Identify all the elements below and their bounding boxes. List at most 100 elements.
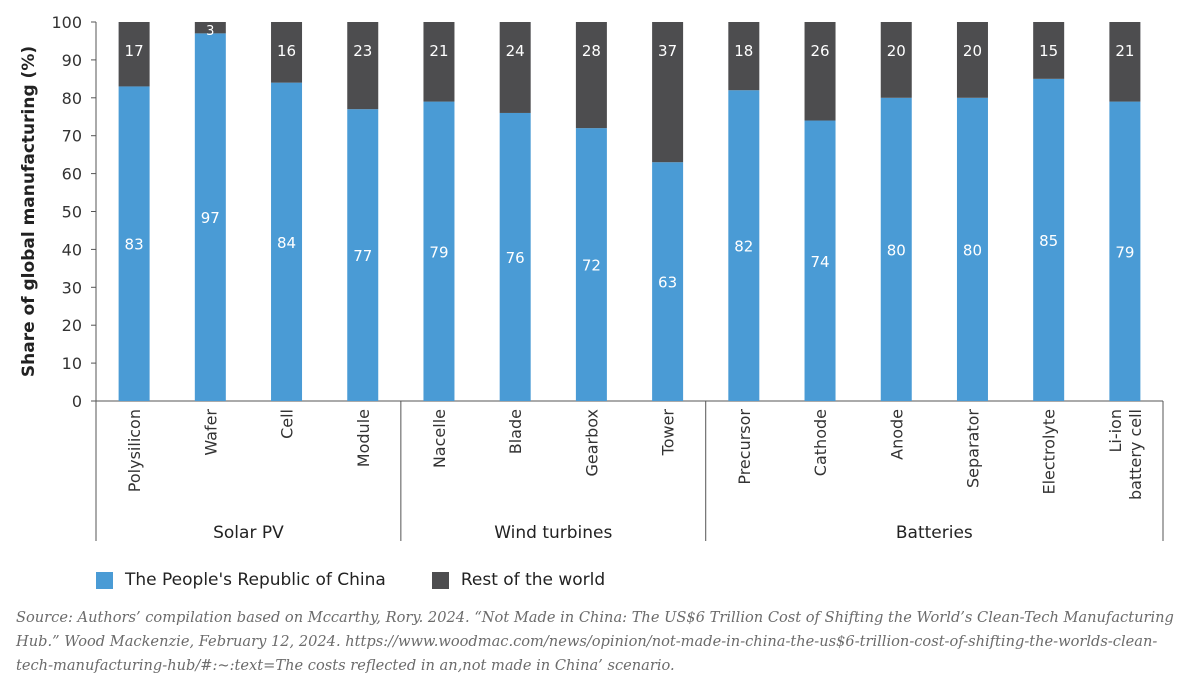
data-label-rest-11: 20 [963, 42, 982, 60]
data-label-china-11: 80 [963, 241, 982, 259]
y-tick-label: 10 [62, 354, 82, 373]
category-label-10: Anode [887, 409, 906, 460]
bar-rest-13 [1109, 22, 1141, 102]
bar-china-9 [804, 120, 836, 401]
category-label-4: Nacelle [430, 409, 449, 468]
legend-label-china: The People's Republic of China [125, 570, 386, 590]
data-label-rest-8: 18 [734, 42, 753, 60]
bar-china-4 [423, 101, 455, 401]
category-label-11: Separator [963, 409, 982, 488]
category-label-line: Wafer [201, 409, 220, 456]
y-tick-label: 30 [62, 278, 82, 297]
bar-china-13 [1109, 101, 1141, 401]
bar-rest-11 [956, 22, 988, 98]
bar-china-11 [956, 97, 988, 402]
data-label-china-5: 76 [506, 249, 525, 267]
data-label-rest-10: 20 [887, 42, 906, 60]
bar-rest-3 [347, 22, 379, 110]
data-label-rest-4: 21 [429, 42, 448, 60]
data-label-china-12: 85 [1039, 232, 1058, 250]
bar-china-6 [575, 128, 607, 401]
category-label-line: Blade [506, 409, 525, 454]
data-label-china-10: 80 [887, 241, 906, 259]
bar-rest-4 [423, 22, 455, 102]
legend-swatch-china [96, 571, 113, 589]
y-tick-label: 80 [62, 89, 82, 108]
chart-legend: The People's Republic of China Rest of t… [96, 568, 605, 592]
chart-svg: 0 10 20 30 40 50 60 70 80 90 100 Share of global ma… [19, 13, 1164, 543]
bar-china-0 [118, 86, 150, 402]
data-label-china-13: 79 [1115, 243, 1134, 261]
bar-rest-2 [271, 22, 303, 83]
category-label-line: Tower [659, 409, 678, 457]
data-label-rest-0: 17 [125, 42, 144, 60]
category-label-line: Module [354, 409, 373, 467]
legend-item-rest-of-world: Rest of the world [431, 570, 606, 590]
data-label-china-8: 82 [734, 238, 753, 256]
bar-china-5 [499, 112, 531, 402]
category-label-line: Li-ion [1106, 409, 1125, 453]
category-label-line: Precursor [735, 409, 754, 485]
data-label-rest-12: 15 [1039, 42, 1058, 60]
data-label-china-1: 97 [201, 209, 220, 227]
bar-rest-5 [499, 22, 531, 113]
data-label-china-9: 74 [810, 253, 829, 271]
bar-rest-10 [880, 22, 912, 98]
bar-rest-9 [804, 22, 836, 121]
category-label-line: Anode [887, 409, 906, 460]
data-label-china-6: 72 [582, 257, 601, 275]
category-label-9: Cathode [811, 409, 830, 476]
category-label-line: battery cell [1126, 409, 1145, 500]
bar-rest-1 [194, 22, 226, 34]
data-label-rest-6: 28 [582, 42, 601, 60]
y-tick-label: 60 [62, 165, 82, 184]
group-label-1: Wind turbines [494, 523, 612, 543]
bar-rest-8 [728, 22, 760, 91]
category-label-line: Electrolyte [1040, 409, 1059, 495]
bar-china-8 [728, 90, 760, 401]
y-axis-title: Share of global manufacturing (%) [19, 46, 39, 377]
data-label-rest-13: 21 [1115, 42, 1134, 60]
category-label-13: Li-ionbattery cell [1106, 409, 1145, 500]
bar-china-1 [194, 33, 226, 402]
legend-item-china: The People's Republic of China [96, 570, 386, 590]
y-tick-label: 70 [62, 127, 82, 146]
category-label-7: Tower [659, 409, 678, 457]
category-label-line: Gearbox [582, 409, 601, 477]
y-tick-label: 50 [62, 203, 82, 222]
data-label-rest-3: 23 [353, 42, 372, 60]
bar-rest-6 [575, 22, 607, 129]
data-label-rest-1: 3 [206, 24, 214, 39]
legend-label-rest-of-world: Rest of the world [460, 570, 606, 590]
data-label-china-2: 84 [277, 234, 296, 252]
bar-rest-0 [118, 22, 150, 87]
category-label-line: Nacelle [430, 409, 449, 468]
stacked-bar-chart: 0 10 20 30 40 50 60 70 80 90 100 Share of global ma… [19, 13, 1164, 543]
category-label-1: Wafer [201, 409, 220, 456]
category-label-2: Cell [278, 409, 297, 439]
category-label-3: Module [354, 409, 373, 467]
data-label-china-0: 83 [125, 236, 144, 254]
bar-china-7 [652, 162, 684, 401]
bar-rest-12 [1033, 22, 1065, 79]
data-label-rest-2: 16 [277, 42, 296, 60]
y-tick-label: 100 [51, 13, 82, 32]
group-label-2: Batteries [896, 523, 973, 543]
data-label-rest-9: 26 [810, 42, 829, 60]
y-tick-label: 90 [62, 51, 82, 70]
data-label-china-3: 77 [353, 247, 372, 265]
category-label-line: Cell [278, 409, 297, 439]
category-label-line: Cathode [811, 409, 830, 476]
bar-china-3 [347, 109, 379, 402]
category-label-12: Electrolyte [1040, 409, 1059, 495]
data-label-china-7: 63 [658, 274, 677, 292]
data-label-rest-7: 37 [658, 42, 677, 60]
source-note: Source: Authors’ compilation based on Mc… [16, 609, 1174, 674]
data-label-china-4: 79 [429, 243, 448, 261]
bar-china-10 [880, 97, 912, 402]
y-tick-label: 20 [62, 316, 82, 335]
category-label-line: Separator [963, 409, 982, 488]
data-label-rest-5: 24 [506, 42, 525, 60]
category-label-6: Gearbox [582, 409, 601, 477]
group-label-0: Solar PV [213, 523, 284, 543]
